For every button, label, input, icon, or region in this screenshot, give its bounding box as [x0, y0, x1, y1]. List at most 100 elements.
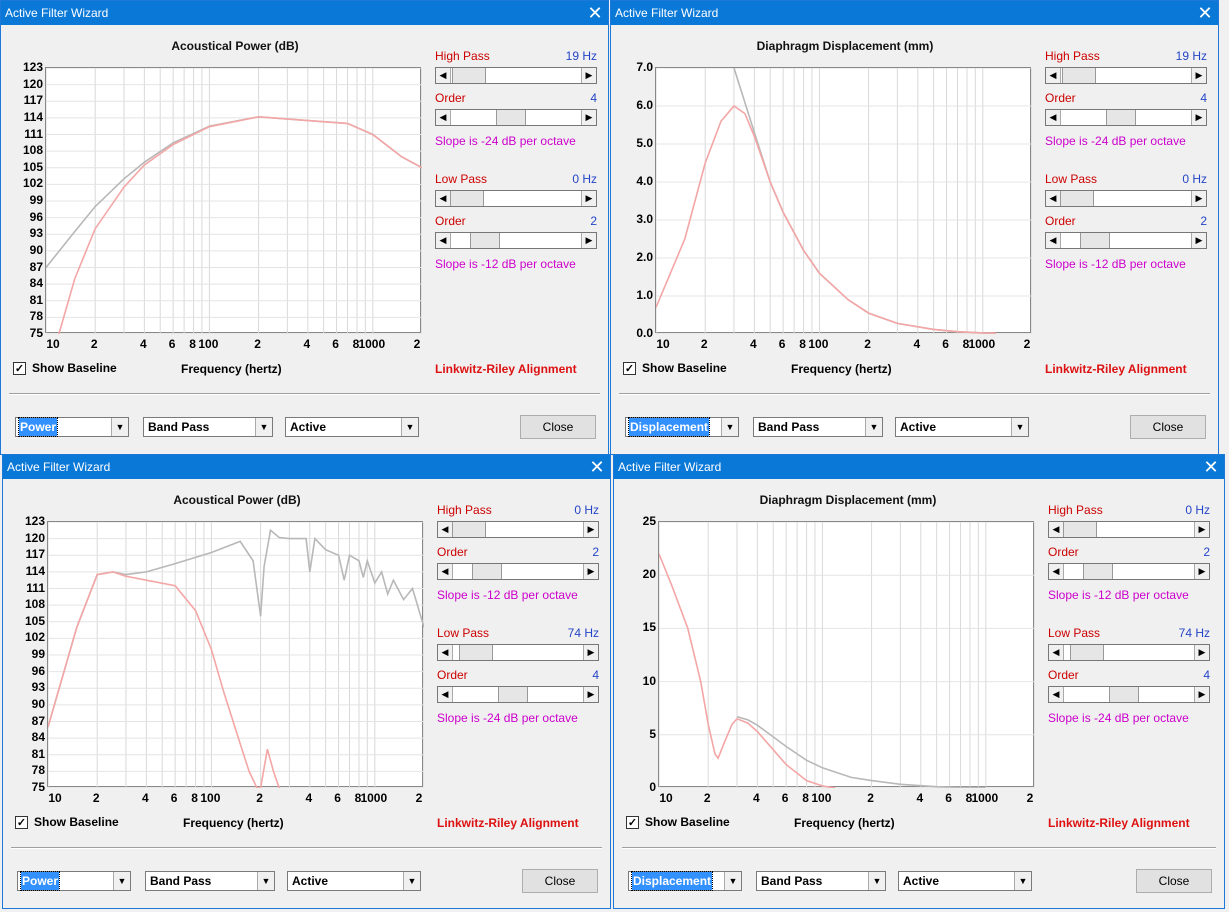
- close-button[interactable]: Close: [1136, 869, 1212, 893]
- scroll-left-arrow-icon[interactable]: ◀: [436, 110, 451, 125]
- slider-thumb[interactable]: [472, 564, 503, 579]
- band-select[interactable]: Band Pass ▼: [145, 871, 275, 891]
- scroll-left-arrow-icon[interactable]: ◀: [1049, 564, 1064, 579]
- slider-thumb[interactable]: [497, 687, 528, 702]
- scroll-right-arrow-icon[interactable]: ▶: [581, 110, 596, 125]
- scroll-left-arrow-icon[interactable]: ◀: [438, 522, 453, 537]
- scroll-right-arrow-icon[interactable]: ▶: [583, 522, 598, 537]
- slider-thumb[interactable]: [1060, 191, 1094, 206]
- scroll-left-arrow-icon[interactable]: ◀: [1049, 522, 1064, 537]
- scroll-right-arrow-icon[interactable]: ▶: [1194, 522, 1209, 537]
- low-pass-order-slider[interactable]: ◀ ▶: [437, 686, 599, 703]
- high-pass-slider[interactable]: ◀ ▶: [437, 521, 599, 538]
- high-pass-order-slider[interactable]: ◀ ▶: [1048, 563, 1210, 580]
- scroll-right-arrow-icon[interactable]: ▶: [1191, 191, 1206, 206]
- chevron-down-icon[interactable]: ▼: [724, 872, 741, 890]
- scroll-left-arrow-icon[interactable]: ◀: [438, 564, 453, 579]
- close-button[interactable]: Close: [520, 415, 596, 439]
- scroll-left-arrow-icon[interactable]: ◀: [1049, 687, 1064, 702]
- high-pass-order-slider[interactable]: ◀ ▶: [437, 563, 599, 580]
- scroll-left-arrow-icon[interactable]: ◀: [436, 68, 451, 83]
- slider-thumb[interactable]: [1063, 522, 1097, 537]
- slider-thumb[interactable]: [495, 110, 526, 125]
- checkbox-checked-icon[interactable]: ✓: [626, 815, 639, 829]
- mode-select[interactable]: Power ▼: [15, 417, 129, 437]
- scroll-left-arrow-icon[interactable]: ◀: [1049, 645, 1064, 660]
- close-button[interactable]: Close: [1130, 415, 1206, 439]
- low-pass-order-slider[interactable]: ◀ ▶: [1045, 232, 1207, 249]
- chevron-down-icon[interactable]: ▼: [865, 418, 882, 436]
- scroll-right-arrow-icon[interactable]: ▶: [1191, 68, 1206, 83]
- chevron-down-icon[interactable]: ▼: [257, 872, 274, 890]
- band-select[interactable]: Band Pass ▼: [753, 417, 883, 437]
- slider-thumb[interactable]: [458, 645, 493, 660]
- scroll-left-arrow-icon[interactable]: ◀: [1046, 191, 1061, 206]
- scroll-left-arrow-icon[interactable]: ◀: [1046, 68, 1061, 83]
- close-window-icon[interactable]: ✕: [1203, 457, 1219, 477]
- scroll-right-arrow-icon[interactable]: ▶: [581, 191, 596, 206]
- low-pass-slider[interactable]: ◀ ▶: [1045, 190, 1207, 207]
- slider-thumb[interactable]: [1108, 687, 1139, 702]
- scroll-left-arrow-icon[interactable]: ◀: [436, 191, 451, 206]
- high-pass-slider[interactable]: ◀ ▶: [1045, 67, 1207, 84]
- low-pass-slider[interactable]: ◀ ▶: [1048, 644, 1210, 661]
- scroll-left-arrow-icon[interactable]: ◀: [438, 687, 453, 702]
- band-select[interactable]: Band Pass ▼: [143, 417, 273, 437]
- chevron-down-icon[interactable]: ▼: [721, 418, 738, 436]
- slider-thumb[interactable]: [452, 522, 486, 537]
- low-pass-slider[interactable]: ◀ ▶: [437, 644, 599, 661]
- type-select[interactable]: Active ▼: [285, 417, 419, 437]
- chevron-down-icon[interactable]: ▼: [255, 418, 272, 436]
- checkbox-checked-icon[interactable]: ✓: [13, 361, 26, 375]
- show-baseline-checkbox[interactable]: ✓ Show Baseline: [13, 361, 117, 375]
- slider-thumb[interactable]: [1069, 645, 1104, 660]
- scroll-right-arrow-icon[interactable]: ▶: [1191, 233, 1206, 248]
- scroll-right-arrow-icon[interactable]: ▶: [581, 68, 596, 83]
- slider-thumb[interactable]: [1080, 233, 1111, 248]
- close-button[interactable]: Close: [522, 869, 598, 893]
- chevron-down-icon[interactable]: ▼: [1011, 418, 1028, 436]
- type-select[interactable]: Active ▼: [898, 871, 1032, 891]
- slider-thumb[interactable]: [450, 191, 484, 206]
- scroll-left-arrow-icon[interactable]: ◀: [438, 645, 453, 660]
- band-select[interactable]: Band Pass ▼: [756, 871, 886, 891]
- slider-thumb[interactable]: [1083, 564, 1114, 579]
- scroll-right-arrow-icon[interactable]: ▶: [1194, 645, 1209, 660]
- chevron-down-icon[interactable]: ▼: [868, 872, 885, 890]
- close-window-icon[interactable]: ✕: [1197, 3, 1213, 23]
- scroll-right-arrow-icon[interactable]: ▶: [1194, 564, 1209, 579]
- chevron-down-icon[interactable]: ▼: [111, 418, 128, 436]
- scroll-right-arrow-icon[interactable]: ▶: [581, 233, 596, 248]
- scroll-left-arrow-icon[interactable]: ◀: [1046, 110, 1061, 125]
- low-pass-order-slider[interactable]: ◀ ▶: [435, 232, 597, 249]
- chevron-down-icon[interactable]: ▼: [403, 872, 420, 890]
- scroll-left-arrow-icon[interactable]: ◀: [436, 233, 451, 248]
- scroll-right-arrow-icon[interactable]: ▶: [583, 564, 598, 579]
- high-pass-order-slider[interactable]: ◀ ▶: [1045, 109, 1207, 126]
- scroll-right-arrow-icon[interactable]: ▶: [1191, 110, 1206, 125]
- high-pass-order-slider[interactable]: ◀ ▶: [435, 109, 597, 126]
- checkbox-checked-icon[interactable]: ✓: [623, 361, 636, 375]
- slider-thumb[interactable]: [1105, 110, 1136, 125]
- chevron-down-icon[interactable]: ▼: [1014, 872, 1031, 890]
- scroll-right-arrow-icon[interactable]: ▶: [583, 645, 598, 660]
- type-select[interactable]: Active ▼: [895, 417, 1029, 437]
- scroll-left-arrow-icon[interactable]: ◀: [1046, 233, 1061, 248]
- show-baseline-checkbox[interactable]: ✓ Show Baseline: [623, 361, 727, 375]
- mode-select[interactable]: Power ▼: [17, 871, 131, 891]
- type-select[interactable]: Active ▼: [287, 871, 421, 891]
- mode-select[interactable]: Displacement ▼: [628, 871, 742, 891]
- slider-thumb[interactable]: [470, 233, 501, 248]
- show-baseline-checkbox[interactable]: ✓ Show Baseline: [15, 815, 119, 829]
- high-pass-slider[interactable]: ◀ ▶: [1048, 521, 1210, 538]
- chevron-down-icon[interactable]: ▼: [401, 418, 418, 436]
- slider-thumb[interactable]: [1061, 68, 1096, 83]
- mode-select[interactable]: Displacement ▼: [625, 417, 739, 437]
- high-pass-slider[interactable]: ◀ ▶: [435, 67, 597, 84]
- slider-thumb[interactable]: [451, 68, 486, 83]
- low-pass-slider[interactable]: ◀ ▶: [435, 190, 597, 207]
- show-baseline-checkbox[interactable]: ✓ Show Baseline: [626, 815, 730, 829]
- close-window-icon[interactable]: ✕: [587, 3, 603, 23]
- chevron-down-icon[interactable]: ▼: [113, 872, 130, 890]
- scroll-right-arrow-icon[interactable]: ▶: [583, 687, 598, 702]
